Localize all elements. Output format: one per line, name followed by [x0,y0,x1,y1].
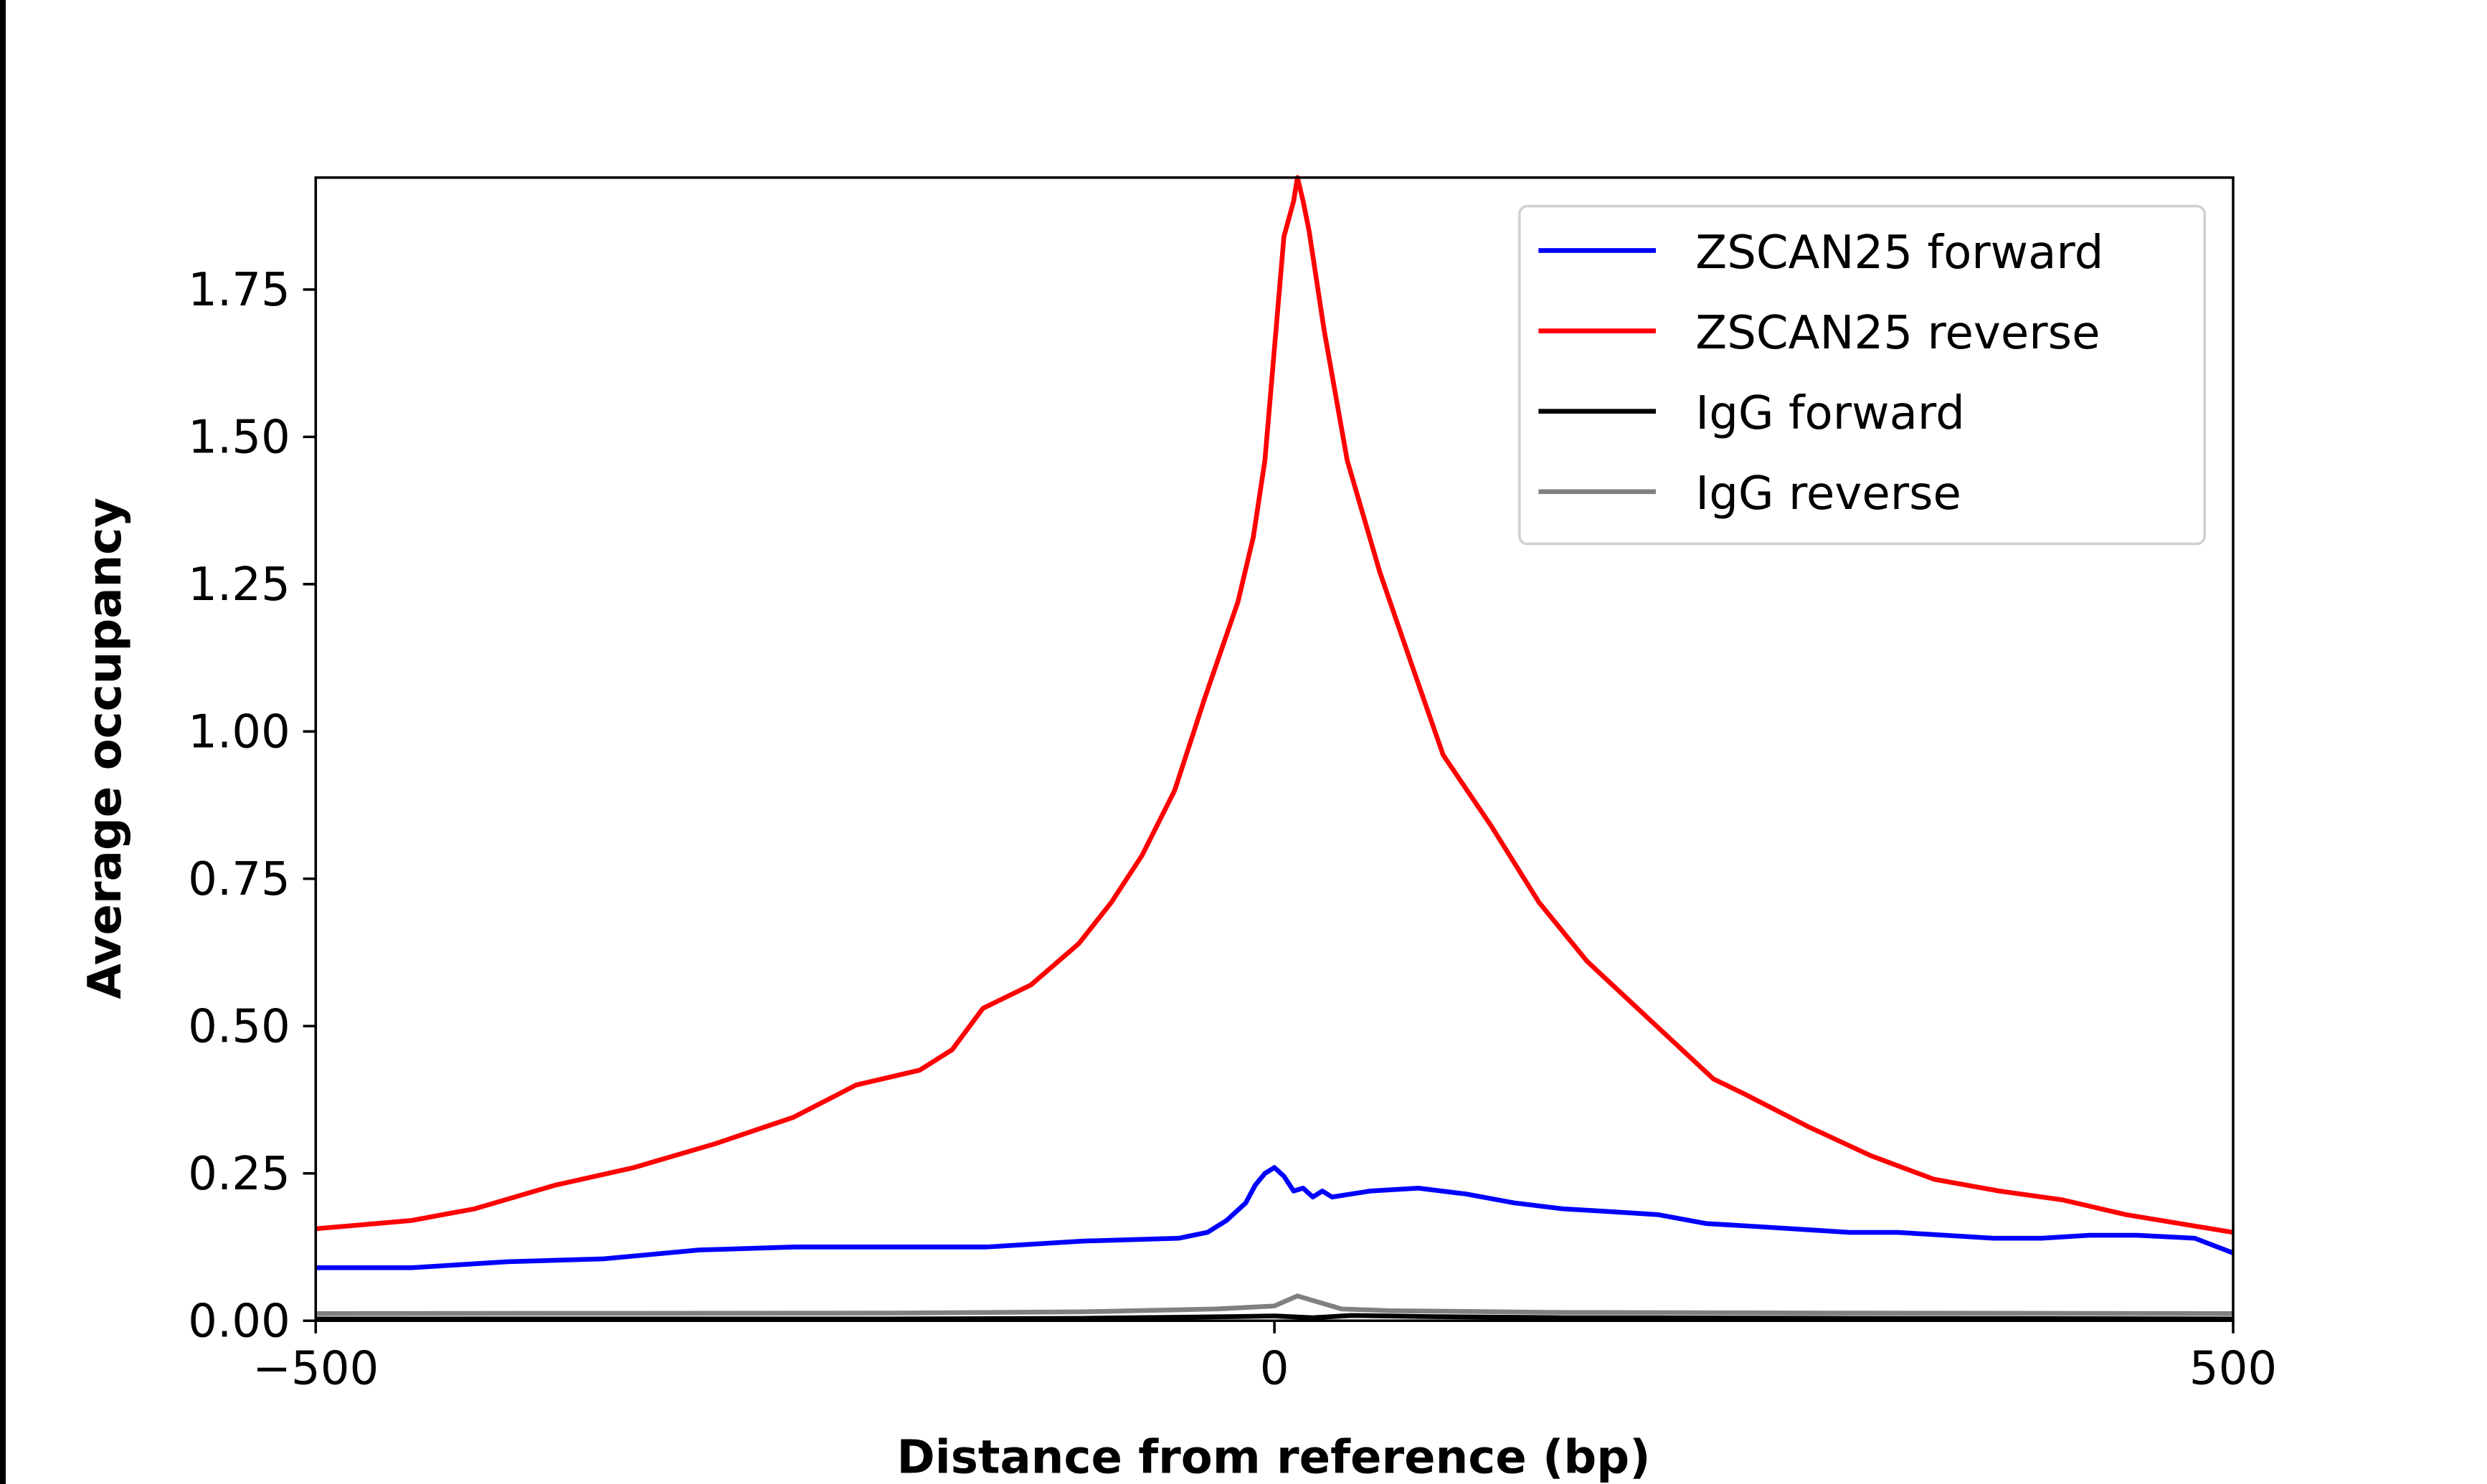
ticks-layer: −500 0 500 0.00 0.25 0.50 0.75 1.00 1.25 1.50 1.75 [188,263,2277,1396]
series-layer [315,175,2235,1322]
y-axis-label: Average occupancy [78,498,132,999]
y-tick-label: 0.50 [188,999,290,1053]
x-tick-label: 500 [2189,1342,2277,1396]
legend-label: ZSCAN25 forward [1695,226,2103,280]
x-tick-label: −500 [252,1342,379,1396]
legend-label: IgG reverse [1695,467,1961,520]
left-border-bar [0,0,6,1484]
legend-box [1518,204,2206,546]
series-line-zscan25-forward [316,1165,2235,1270]
y-tick-label: 1.25 [188,558,290,612]
y-tick-label: 0.75 [188,852,290,906]
series-line-igg-reverse [316,1293,2234,1316]
series-line-zscan25-reverse [315,175,2234,1235]
x-axis-label: Distance from reference (bp) [897,1431,1651,1484]
legend-label: ZSCAN25 reverse [1695,306,2100,360]
y-tick-label: 0.00 [188,1294,290,1348]
series-line-igg-forward [316,1313,2234,1322]
legend: ZSCAN25 forward ZSCAN25 reverse IgG forwar… [1518,204,2206,546]
y-tick-label: 0.25 [188,1147,290,1201]
y-tick-label: 1.50 [188,410,290,464]
legend-label: IgG forward [1695,386,1965,440]
y-tick-label: 1.75 [188,263,290,317]
y-tick-label: 1.00 [188,705,290,758]
x-tick-label: 0 [1260,1342,1289,1396]
